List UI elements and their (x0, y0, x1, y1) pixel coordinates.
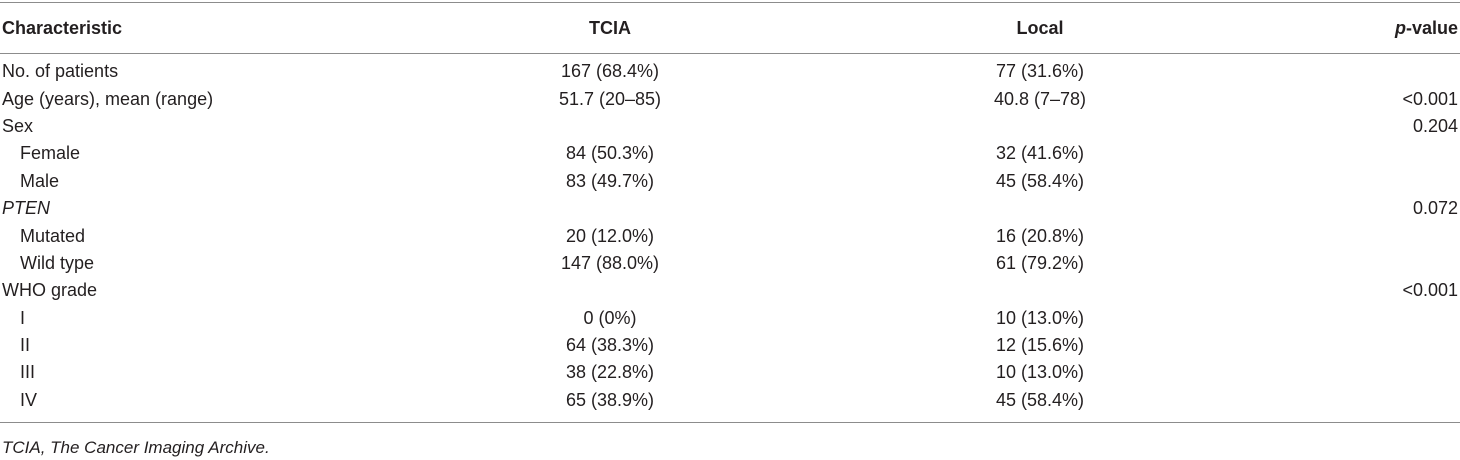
cell-tcia: 83 (49.7%) (565, 170, 655, 191)
cell-local: 10 (13.0%) (995, 362, 1085, 383)
table-row: Mutated 20 (12.0%) 16 (20.8%) (0, 222, 1460, 249)
cell-characteristic: Mutated (20, 225, 86, 246)
cell-tcia: 84 (50.3%) (565, 143, 655, 164)
cell-tcia: 65 (38.9%) (420, 386, 800, 424)
header-p-italic: p (1394, 17, 1406, 38)
characteristics-table: Characteristic TCIA Local p-value No. of… (0, 2, 1460, 424)
cell-p-value (1280, 54, 1460, 86)
cell-p-value (1280, 305, 1460, 332)
table-row: Wild type 147 (88.0%) 61 (79.2%) (0, 250, 1460, 277)
cell-p-value (1280, 168, 1460, 195)
cell-p-value (1280, 386, 1460, 424)
cell-local: 45 (58.4%) (800, 386, 1280, 424)
cell-tcia: 147 (88.0%) (560, 252, 660, 273)
cell-p-value (1280, 140, 1460, 167)
cell-tcia: 64 (38.3%) (565, 335, 655, 356)
cell-local: 12 (15.6%) (995, 335, 1085, 356)
header-characteristic: Characteristic (0, 2, 420, 54)
header-local: Local (800, 2, 1280, 54)
cell-tcia: 20 (12.0%) (565, 225, 655, 246)
header-row: Characteristic TCIA Local p-value (0, 2, 1460, 54)
header-p-value: p-value (1280, 2, 1460, 54)
table-row: Female 84 (50.3%) 32 (41.6%) (0, 140, 1460, 167)
cell-characteristic: Age (years), mean (range) (2, 88, 214, 109)
cell-p-value: 0.204 (1412, 115, 1458, 136)
cell-characteristic: Sex (2, 115, 34, 136)
table-row: No. of patients 167 (68.4%) 77 (31.6%) (0, 54, 1460, 86)
table-row: WHO grade <0.001 (0, 277, 1460, 304)
header-tcia: TCIA (420, 2, 800, 54)
table-row: III 38 (22.8%) 10 (13.0%) (0, 359, 1460, 386)
table-row: I 0 (0%) 10 (13.0%) (0, 305, 1460, 332)
cell-tcia: 167 (68.4%) (560, 61, 660, 82)
cell-local: 10 (13.0%) (995, 307, 1085, 328)
cell-characteristic: III (20, 362, 36, 383)
table-footnote: TCIA, The Cancer Imaging Archive. (2, 438, 270, 457)
cell-characteristic: Female (20, 143, 81, 164)
cell-local: 16 (20.8%) (995, 225, 1085, 246)
cell-characteristic: Wild type (20, 252, 95, 273)
table-row: II 64 (38.3%) 12 (15.6%) (0, 332, 1460, 359)
cell-characteristic: II (20, 335, 31, 356)
cell-tcia (420, 113, 800, 140)
table-row: IV 65 (38.9%) 45 (58.4%) (0, 386, 1460, 424)
cell-p-value: <0.001 (1402, 280, 1458, 301)
cell-p-value (1280, 359, 1460, 386)
cell-local: 77 (31.6%) (995, 61, 1085, 82)
cell-local: 61 (79.2%) (995, 252, 1085, 273)
cell-tcia: 0 (0%) (583, 307, 637, 328)
cell-p-value (1280, 222, 1460, 249)
cell-tcia (420, 277, 800, 304)
table-row: PTEN 0.072 (0, 195, 1460, 222)
cell-local: 45 (58.4%) (995, 170, 1085, 191)
cell-local: 40.8 (7–78) (993, 88, 1087, 109)
cell-characteristic: Male (20, 170, 60, 191)
cell-p-value: <0.001 (1402, 88, 1458, 109)
cell-characteristic: I (20, 307, 26, 328)
table-row: Male 83 (49.7%) 45 (58.4%) (0, 168, 1460, 195)
cell-p-value (1280, 250, 1460, 277)
table-row: Age (years), mean (range) 51.7 (20–85) 40.… (0, 85, 1460, 112)
cell-tcia (420, 195, 800, 222)
cell-local (800, 195, 1280, 222)
table-body: No. of patients 167 (68.4%) 77 (31.6%) Age … (0, 54, 1460, 424)
cell-local: 32 (41.6%) (995, 143, 1085, 164)
cell-p-value (1280, 332, 1460, 359)
cell-local (800, 113, 1280, 140)
cell-tcia: 38 (22.8%) (565, 362, 655, 383)
table-row: Sex 0.204 (0, 113, 1460, 140)
table-header: Characteristic TCIA Local p-value (0, 2, 1460, 54)
cell-characteristic: WHO grade (2, 280, 98, 301)
cell-tcia: 51.7 (20–85) (558, 88, 662, 109)
cell-characteristic: PTEN (2, 198, 51, 219)
cell-p-value: 0.072 (1412, 198, 1458, 219)
header-p-rest: -value (1405, 17, 1458, 38)
cell-local (800, 277, 1280, 304)
cell-characteristic: No. of patients (2, 61, 119, 82)
cell-characteristic: IV (0, 386, 420, 424)
